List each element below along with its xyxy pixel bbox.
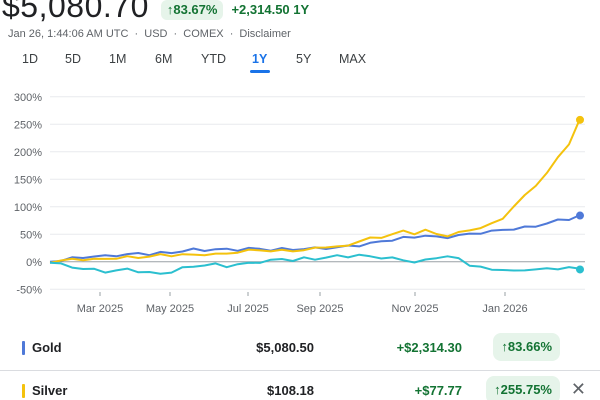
y-tick-label: 250%	[14, 119, 42, 131]
asset-price: $5,080.50	[256, 340, 314, 355]
tab-5d[interactable]: 5D	[65, 52, 81, 66]
x-tick-label: May 2025	[146, 303, 194, 315]
tab-max[interactable]: MAX	[339, 52, 367, 66]
tab-5y[interactable]: 5Y	[296, 52, 312, 66]
series-color-marker	[22, 341, 25, 355]
asset-name: Gold	[32, 340, 62, 355]
series-line	[49, 253, 581, 275]
current-price: $5,080.70	[2, 0, 149, 24]
separator: ·	[134, 28, 139, 40]
x-tick-label: Mar 2025	[77, 303, 123, 315]
series-line	[49, 118, 581, 264]
y-tick-label: -50%	[16, 284, 42, 296]
x-tick-label: Sep 2025	[296, 303, 343, 315]
asset-change-percent-chip: ↑83.66%	[493, 333, 560, 361]
asset-name: Silver	[32, 383, 68, 398]
tab-1m[interactable]: 1M	[109, 52, 127, 66]
y-tick-label: 150%	[14, 174, 42, 186]
remove-comparison-button[interactable]: ✕	[570, 379, 586, 399]
series-line	[49, 214, 581, 263]
change-percent-chip: ↑83.67%	[160, 0, 224, 20]
tab-1y[interactable]: 1Y	[252, 52, 268, 66]
asset-price: $108.18	[267, 383, 314, 398]
x-tick-label: Jan 2026	[482, 303, 527, 315]
currency: USD	[144, 28, 168, 40]
asset-change-absolute: +$77.77	[414, 383, 462, 398]
comparison-row-silver[interactable]: Silver $108.18 +$77.77 ↑255.75% ✕	[0, 373, 600, 400]
disclaimer-link[interactable]: Disclaimer	[239, 28, 291, 40]
x-tick-label: Jul 2025	[227, 303, 269, 315]
y-tick-label: 100%	[14, 202, 42, 214]
y-tick-label: 0%	[26, 257, 42, 269]
active-tab-indicator	[250, 70, 270, 73]
change-absolute: +2,314.50 1Y	[231, 2, 310, 17]
tab-ytd[interactable]: YTD	[201, 52, 226, 66]
y-tick-label: 50%	[20, 229, 42, 241]
asset-change-percent-chip: ↑255.75%	[486, 376, 560, 400]
price-header: $5,080.70 ↑83.67% +2,314.50 1Y	[0, 0, 309, 26]
x-tick-label: Nov 2025	[391, 303, 438, 315]
comparison-chart[interactable]: 300% 250% 200% 150% 100% 50% 0% -50% Mar 2025 May…	[0, 84, 600, 319]
exchange: COMEX	[183, 28, 224, 40]
series-end-point	[576, 211, 584, 220]
separator: ·	[173, 28, 178, 40]
tab-1d[interactable]: 1D	[22, 52, 38, 66]
asset-change-absolute: +$2,314.30	[396, 340, 462, 355]
series-end-point	[576, 265, 584, 274]
y-tick-label: 300%	[14, 92, 42, 104]
tab-6m[interactable]: 6M	[155, 52, 173, 66]
comparison-row-gold[interactable]: Gold $5,080.50 +$2,314.30 ↑83.66%	[0, 330, 600, 370]
series-color-marker	[22, 384, 25, 398]
timestamp: Jan 26, 1:44:06 AM UTC	[8, 28, 129, 40]
row-divider	[0, 370, 600, 371]
series-end-point	[576, 115, 584, 124]
quote-meta: Jan 26, 1:44:06 AM UTC · USD · COMEX · D…	[8, 28, 291, 40]
separator: ·	[229, 28, 234, 40]
y-tick-label: 200%	[14, 147, 42, 159]
